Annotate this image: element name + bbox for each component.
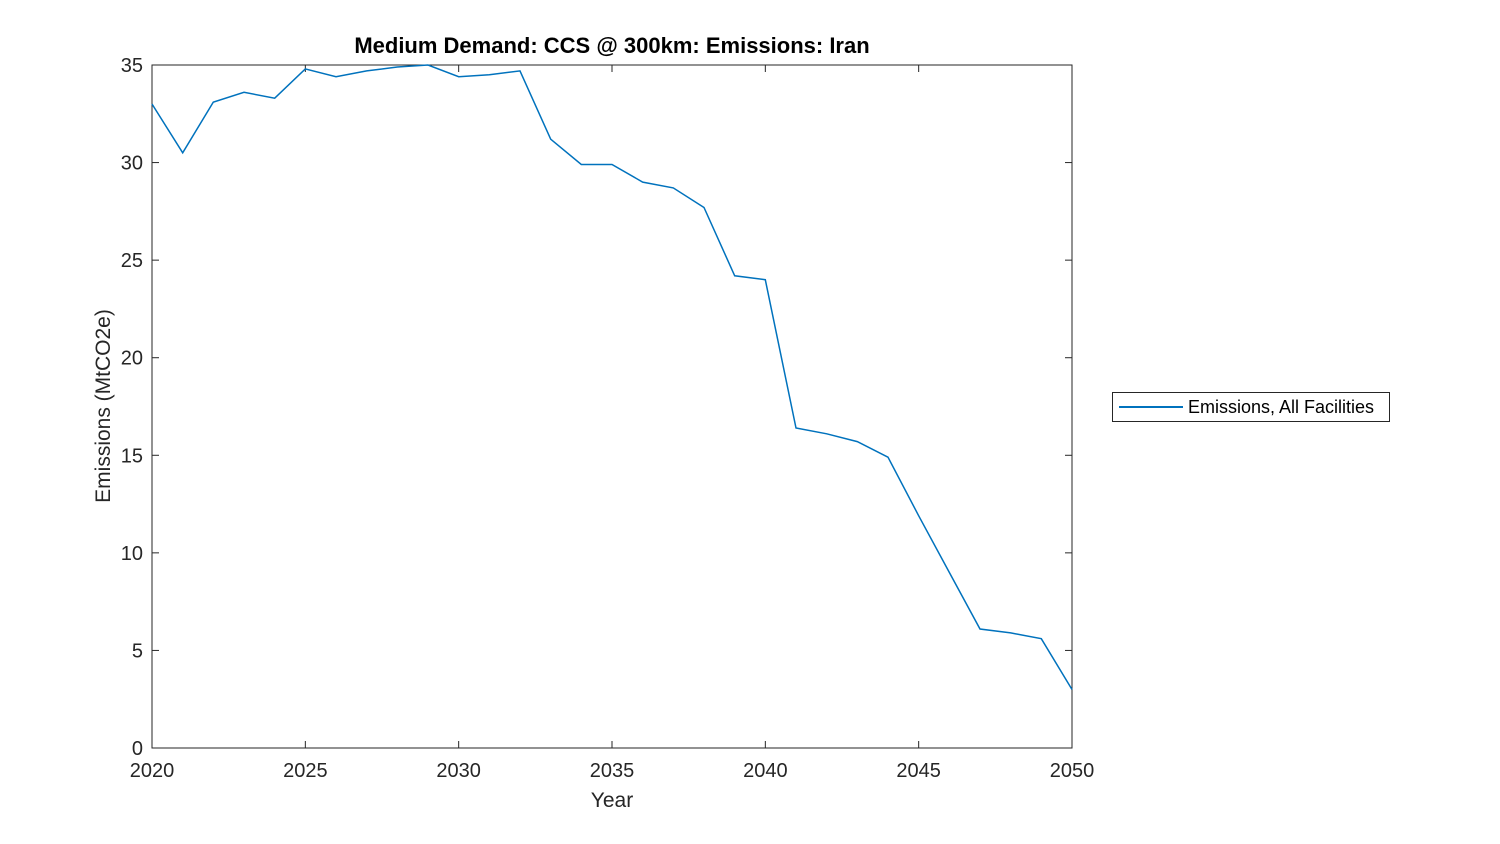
legend-line-sample [1119, 406, 1183, 408]
axes-frame [151, 64, 1073, 749]
x-tick-label: 2020 [130, 760, 175, 782]
x-tick-label: 2045 [896, 760, 941, 782]
legend: Emissions, All Facilities [1112, 392, 1390, 422]
x-tick-label: 2050 [1050, 760, 1095, 782]
x-tick-label: 2030 [436, 760, 481, 782]
y-tick-label: 15 [121, 445, 143, 467]
y-tick-label: 30 [121, 153, 143, 175]
x-tick-label: 2035 [590, 760, 635, 782]
y-tick-label: 10 [121, 543, 143, 565]
chart-title: Medium Demand: CCS @ 300km: Emissions: I… [354, 33, 870, 58]
x-tick-label: 2040 [743, 760, 788, 782]
y-tick-label: 35 [121, 55, 143, 77]
y-axis-label: Emissions (MtCO2e) [92, 309, 115, 503]
y-tick-label: 0 [132, 738, 143, 760]
y-tick-label: 5 [132, 640, 143, 662]
y-tick-label: 20 [121, 348, 143, 370]
legend-entry-label: Emissions, All Facilities [1188, 396, 1375, 417]
x-tick-label: 2025 [283, 760, 328, 782]
series-line [151, 64, 1073, 690]
x-axis-label: Year [590, 789, 634, 812]
y-tick-label: 25 [121, 250, 143, 272]
